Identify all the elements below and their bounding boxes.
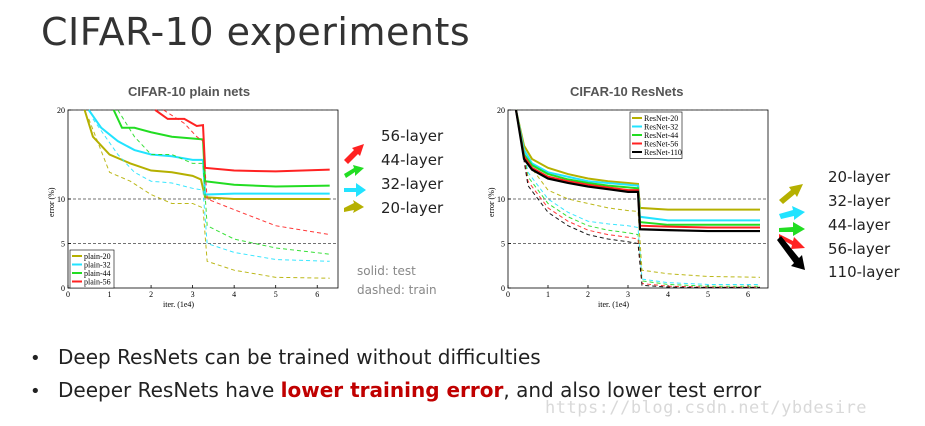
y-tick-label: 20 bbox=[497, 106, 505, 115]
legend-label: ResNet-32 bbox=[644, 123, 678, 132]
x-tick-label: 1 bbox=[108, 290, 112, 299]
x-tick-label: 6 bbox=[746, 290, 750, 299]
label-56-layer: 56-layer bbox=[381, 127, 444, 145]
label-32-layer: 32-layer bbox=[381, 175, 444, 193]
x-tick-label: 4 bbox=[666, 290, 670, 299]
slide-title: CIFAR-10 experiments bbox=[41, 10, 471, 54]
bullet-dot-icon: • bbox=[30, 381, 41, 402]
series-ResNet-110-train-line bbox=[515, 109, 760, 289]
legend-label: ResNet-44 bbox=[644, 131, 678, 140]
x-tick-label: 4 bbox=[232, 290, 236, 299]
y-axis-label: error (%) bbox=[47, 187, 56, 217]
label-20-layer-resnet: 20-layer bbox=[828, 168, 891, 186]
bullet-item: • Deep ResNets can be trained without di… bbox=[30, 345, 761, 378]
bullet-item: • Deeper ResNets have lower training err… bbox=[30, 378, 761, 411]
x-tick-label: 2 bbox=[586, 290, 590, 299]
note-solid: solid: test bbox=[357, 264, 416, 278]
series-ResNet-20-test-line bbox=[515, 109, 760, 211]
y-tick-label: 0 bbox=[61, 284, 65, 293]
series-plain-56-test-line bbox=[154, 109, 330, 173]
legend-label: plain-32 bbox=[84, 261, 111, 270]
y-tick-label: 10 bbox=[497, 195, 505, 204]
arrow-32-layer-icon bbox=[344, 183, 366, 197]
resnets-chart: 0 5 10 20 0 1 2 3 4 5 6 iter. (1e4) error (%) ResNet-… bbox=[487, 106, 769, 309]
legend: ResNet-20ResNet-32ResNet-44ResNet-56ResN… bbox=[629, 111, 683, 159]
bullet-text-highlight: lower training error bbox=[280, 378, 504, 402]
bullet-text: Deep ResNets can be trained without diff… bbox=[58, 345, 541, 369]
bullet-text-pre: Deeper ResNets have bbox=[58, 378, 281, 402]
x-tick-label: 5 bbox=[706, 290, 710, 299]
legend-label: ResNet-110 bbox=[644, 148, 682, 157]
x-tick-label: 5 bbox=[274, 290, 278, 299]
x-tick-label: 6 bbox=[315, 290, 319, 299]
x-tick-label: 3 bbox=[191, 290, 195, 299]
legend-label: ResNet-56 bbox=[644, 140, 678, 149]
label-56-layer-resnet: 56-layer bbox=[828, 240, 891, 258]
series-plain-44-test-line bbox=[112, 109, 330, 188]
y-tick-label: 5 bbox=[501, 240, 505, 249]
series-ResNet-56-train-line bbox=[515, 109, 760, 288]
arrow-44-layer-resnet-icon bbox=[779, 222, 805, 236]
series-plain-32-test-line bbox=[87, 109, 330, 196]
legend-label: plain-20 bbox=[84, 252, 111, 261]
y-tick-label: 5 bbox=[61, 240, 65, 249]
bullet-list: • Deep ResNets can be trained without di… bbox=[30, 345, 761, 411]
series-plain-56-train-line bbox=[163, 109, 330, 236]
chart-title-plain: CIFAR-10 plain nets bbox=[128, 84, 251, 99]
watermark: https://blog.csdn.net/ybdesire bbox=[545, 398, 868, 418]
legend-label: plain-44 bbox=[84, 269, 111, 278]
arrow-44-layer-icon bbox=[344, 165, 364, 178]
resnet-arrows bbox=[777, 184, 805, 270]
arrow-56-layer-icon bbox=[344, 144, 364, 164]
label-32-layer-resnet: 32-layer bbox=[828, 192, 891, 210]
x-tick-label: 3 bbox=[626, 290, 630, 299]
x-tick-label: 0 bbox=[66, 290, 70, 299]
label-110-layer-resnet: 110-layer bbox=[828, 263, 900, 281]
x-tick-label: 1 bbox=[546, 290, 550, 299]
arrow-20-layer-icon bbox=[344, 200, 364, 213]
x-axis-label: iter. (1e4) bbox=[598, 300, 629, 309]
label-20-layer: 20-layer bbox=[381, 199, 444, 217]
series-ResNet-20-train-line bbox=[515, 109, 761, 278]
series-plain-20-test-line bbox=[83, 109, 330, 200]
bullet-text: Deeper ResNets have lower training error… bbox=[58, 378, 761, 402]
bullet-dot-icon: • bbox=[30, 348, 41, 369]
series-plain-20-train-line bbox=[88, 118, 330, 279]
series-ResNet-110-test-line bbox=[514, 109, 760, 233]
label-44-layer: 44-layer bbox=[381, 151, 444, 169]
plain-nets-chart: 0 5 10 20 0 1 2 3 4 5 6 iter. (1e4) error (%) plain-2… bbox=[47, 106, 339, 309]
chart-title-resnet: CIFAR-10 ResNets bbox=[570, 84, 684, 99]
series-plain-44-train-line bbox=[117, 109, 330, 255]
bullet-text-post: , and also lower test error bbox=[503, 378, 762, 402]
y-tick-label: 20 bbox=[57, 106, 65, 115]
series-ResNet-32-test-line bbox=[515, 109, 760, 222]
legend-note: solid: test dashed: train bbox=[357, 262, 437, 300]
arrow-32-layer-resnet-icon bbox=[779, 206, 805, 220]
y-tick-label: 10 bbox=[57, 195, 65, 204]
series-plain-32-train-line bbox=[92, 118, 330, 262]
arrow-20-layer-resnet-icon bbox=[779, 184, 803, 204]
legend-label: plain-56 bbox=[84, 278, 111, 287]
series-ResNet-44-train-line bbox=[515, 109, 760, 287]
series-ResNet-32-train-line bbox=[515, 109, 760, 285]
plain-arrows bbox=[344, 144, 366, 213]
x-tick-label: 0 bbox=[506, 290, 510, 299]
arrow-56-layer-resnet-icon bbox=[779, 234, 805, 249]
series-ResNet-44-test-line bbox=[515, 109, 760, 226]
x-tick-label: 2 bbox=[149, 290, 153, 299]
legend-label: ResNet-20 bbox=[644, 114, 678, 123]
y-axis-label: error (%) bbox=[487, 187, 496, 217]
bullet-text-pre: Deep ResNets can be trained without diff… bbox=[58, 345, 541, 369]
y-tick-label: 0 bbox=[501, 284, 505, 293]
x-axis-label: iter. (1e4) bbox=[163, 300, 194, 309]
arrow-110-layer-resnet-icon bbox=[777, 236, 805, 270]
note-dashed: dashed: train bbox=[357, 283, 437, 297]
label-44-layer-resnet: 44-layer bbox=[828, 216, 891, 234]
